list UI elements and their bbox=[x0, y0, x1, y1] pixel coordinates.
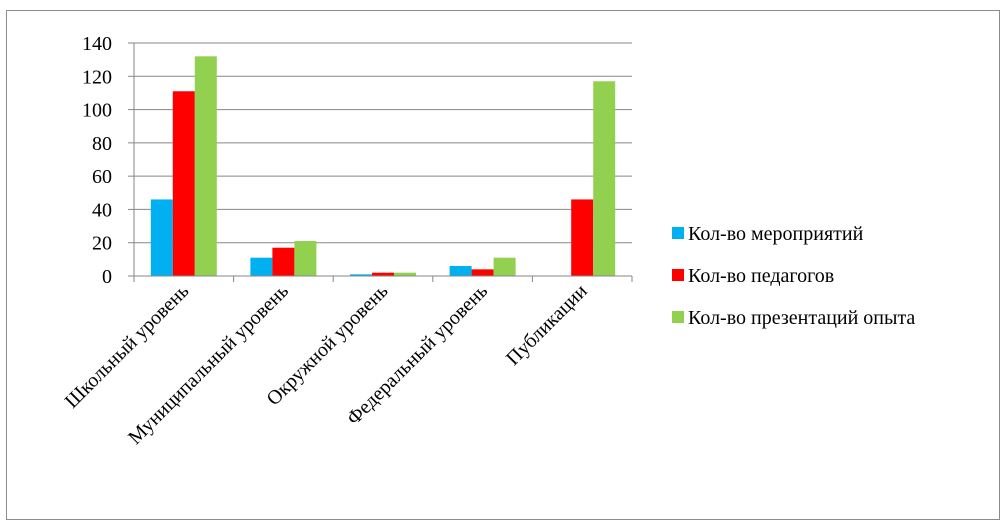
bar-2-1 bbox=[372, 272, 394, 276]
y-tick-label-20: 20 bbox=[92, 233, 112, 255]
x-category-label-4: Публикации bbox=[502, 280, 592, 370]
legend-swatch-2 bbox=[672, 311, 684, 323]
legend-label-1: Кол-во педагогов bbox=[688, 265, 834, 287]
bar-2-0 bbox=[350, 274, 372, 276]
bar-1-1 bbox=[272, 247, 295, 276]
bar-1-2 bbox=[294, 241, 317, 276]
bar-0-0 bbox=[150, 199, 173, 276]
legend-swatch-1 bbox=[672, 269, 684, 281]
bar-4-1 bbox=[571, 199, 594, 276]
y-tick-label-80: 80 bbox=[92, 133, 112, 155]
bar-3-1 bbox=[471, 269, 494, 276]
legend-swatch-0 bbox=[672, 227, 684, 239]
bar-3-0 bbox=[449, 266, 472, 276]
y-tick-label-40: 40 bbox=[92, 199, 112, 221]
y-tick-label-140: 140 bbox=[82, 33, 112, 55]
bar-0-2 bbox=[194, 56, 217, 276]
bar-2-2 bbox=[394, 272, 416, 276]
y-tick-label-60: 60 bbox=[92, 166, 112, 188]
y-tick-label-100: 100 bbox=[82, 100, 112, 122]
legend-label-0: Кол-во мероприятий bbox=[688, 223, 864, 245]
bar-1-0 bbox=[250, 257, 273, 276]
x-category-label-1: Муниципальный уровень bbox=[124, 280, 293, 449]
y-tick-label-0: 0 bbox=[102, 266, 112, 288]
legend-label-2: Кол-во презентаций опыта bbox=[688, 307, 915, 329]
bar-0-1 bbox=[172, 91, 195, 276]
bar-3-2 bbox=[493, 257, 516, 276]
bar-4-2 bbox=[593, 81, 616, 277]
y-tick-label-120: 120 bbox=[82, 66, 112, 88]
